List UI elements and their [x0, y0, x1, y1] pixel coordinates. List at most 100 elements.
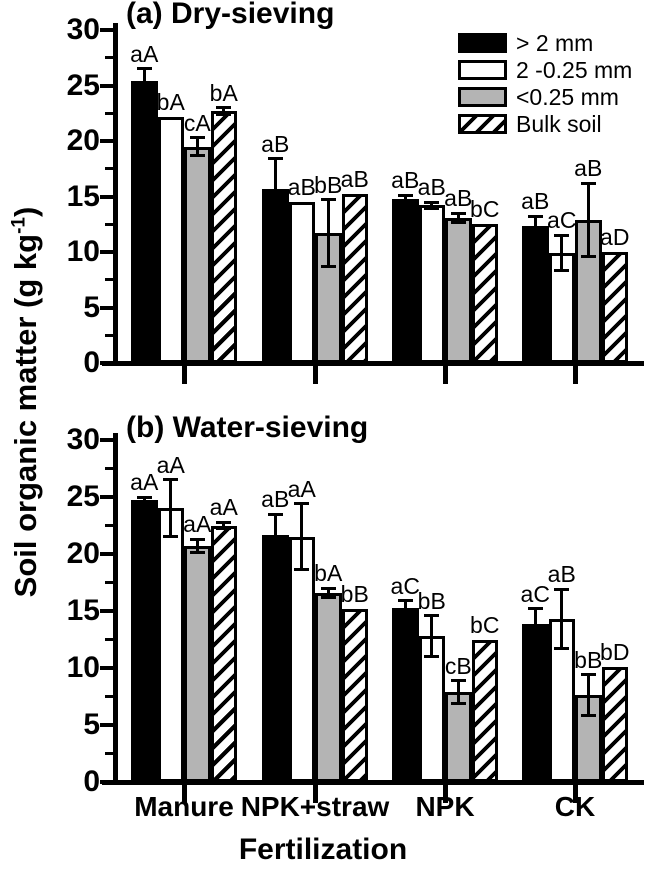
y-tick-label: 25	[66, 68, 100, 102]
bar	[131, 500, 158, 782]
error-bar-cap-top	[136, 495, 152, 499]
error-bar-cap-bottom	[267, 217, 283, 221]
error-bar	[586, 674, 590, 716]
significance-label: aA	[130, 469, 159, 495]
bar	[262, 534, 289, 782]
error-bar-cap-top	[320, 586, 336, 590]
significance-label: cA	[183, 109, 211, 136]
significance-label: aB	[287, 174, 316, 201]
error-bar-cap-top	[294, 502, 310, 506]
error-bar-cap-bottom	[424, 655, 440, 659]
error-bar-cap-bottom	[527, 636, 543, 640]
error-bar-cap-bottom	[554, 269, 570, 273]
y-major-tick	[100, 83, 117, 88]
error-bar-cap-top	[554, 233, 570, 237]
bar	[315, 592, 342, 782]
error-bar	[403, 600, 407, 615]
x-category-label: NPK+straw	[240, 791, 390, 822]
significance-label: aA	[183, 511, 212, 538]
y-axis-label-superscript: -1	[8, 216, 30, 234]
legend-swatch-gray-fill	[458, 87, 507, 107]
x-axis-title: Fertilization	[238, 833, 408, 866]
significance-label: cB	[444, 652, 472, 679]
x-category-tick	[572, 365, 578, 384]
error-bar-cap-top	[163, 478, 179, 482]
significance-label: bC	[470, 611, 500, 638]
x-category-label: NPK	[415, 791, 475, 822]
significance-label: aC	[547, 207, 577, 234]
y-tick-label: 15	[66, 594, 100, 627]
legend-label: 2 -0.25 mm	[516, 56, 633, 83]
legend-swatch-white-outline	[458, 60, 507, 80]
y-tick-label: 0	[83, 765, 100, 798]
x-category-label: Manure	[134, 791, 234, 822]
error-bar-cap-top	[216, 520, 232, 524]
legend-item: > 2 mm	[458, 30, 632, 56]
y-major-tick	[100, 139, 117, 143]
error-bar	[273, 158, 277, 219]
error-bar-cap-bottom	[450, 220, 466, 224]
x-category-tick	[442, 365, 448, 384]
y-tick-label: 10	[66, 235, 100, 268]
y-minor-tick	[105, 752, 116, 755]
error-bar-cap-top	[397, 193, 413, 197]
error-bar-cap-top	[580, 673, 596, 677]
error-bar	[456, 213, 460, 223]
legend-label: Bulk soil	[516, 110, 602, 137]
significance-label: aB	[574, 155, 603, 182]
y-major-tick	[100, 723, 117, 727]
error-bar-cap-bottom	[216, 527, 232, 531]
x-category-tick	[181, 365, 187, 384]
bar	[601, 666, 628, 782]
significance-label: aA	[209, 494, 238, 521]
x-category-tick	[312, 784, 318, 803]
error-bar-cap-bottom	[554, 647, 570, 651]
error-bar-cap-bottom	[267, 553, 283, 557]
error-bar-cap-top	[554, 587, 570, 591]
y-major-tick	[100, 194, 117, 199]
y-tick-label: 15	[66, 179, 100, 213]
error-bar-cap-top	[397, 599, 413, 603]
significance-label: bC	[470, 196, 500, 223]
x-category-tick	[442, 784, 448, 803]
error-bar-cap-bottom	[397, 612, 413, 616]
legend-label: > 2 mm	[516, 29, 594, 56]
y-minor-tick	[105, 333, 116, 337]
bar	[522, 226, 549, 363]
significance-label: bB	[417, 587, 446, 614]
bar	[157, 116, 184, 363]
y-major-tick	[100, 361, 117, 365]
significance-label: bA	[209, 79, 238, 106]
bar	[471, 224, 498, 363]
error-bar-cap-bottom	[189, 153, 205, 157]
significance-label: aB	[261, 130, 290, 157]
y-major-tick	[100, 28, 117, 32]
y-major-tick	[100, 552, 117, 556]
y-tick-label: 30	[66, 13, 100, 46]
bar	[522, 623, 549, 782]
error-bar-cap-top	[320, 198, 336, 202]
y-minor-tick	[105, 467, 116, 470]
error-bar-cap-bottom	[216, 112, 232, 116]
error-bar	[273, 514, 277, 556]
error-bar	[300, 503, 304, 570]
bar	[157, 508, 184, 782]
legend-item: 2 -0.25 mm	[458, 57, 632, 83]
error-bar-cap-top	[136, 67, 152, 71]
significance-label: aC	[390, 572, 420, 599]
significance-label: aA	[130, 40, 159, 67]
significance-label: aB	[444, 185, 473, 212]
y-major-tick	[100, 609, 117, 613]
y-minor-tick	[105, 638, 116, 641]
error-bar	[403, 195, 407, 203]
error-bar	[533, 216, 537, 237]
significance-label: bB	[574, 646, 603, 673]
significance-label: bA	[314, 560, 343, 587]
y-minor-tick	[105, 695, 116, 698]
error-bar-cap-bottom	[136, 502, 152, 506]
error-bar	[142, 68, 146, 94]
y-tick-label: 10	[66, 651, 100, 684]
legend-item: <0.25 mm	[458, 84, 632, 110]
error-bar-cap-top	[267, 512, 283, 516]
error-bar-cap-bottom	[397, 200, 413, 204]
